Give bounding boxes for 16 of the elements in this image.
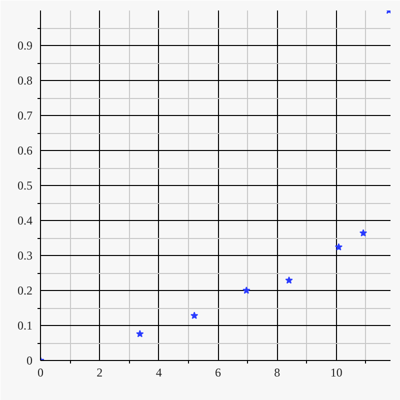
y-tick-label: 0 [26,354,32,368]
y-tick-label: 0.5 [18,178,32,192]
y-tick-label: 0.4 [18,214,32,228]
x-tick-label: 10 [330,366,342,380]
x-tick-label: 8 [274,366,280,380]
y-tick-label: 0.2 [18,284,32,298]
y-tick-label: 0.3 [18,248,32,262]
x-tick-label: 4 [156,366,162,380]
y-tick-label: 0.6 [18,144,32,158]
y-tick-label: 0.1 [18,318,32,332]
y-tick-label: 0.7 [18,108,32,122]
x-tick-label: 2 [96,366,103,380]
y-tick-label: 0.8 [18,74,32,88]
x-tick-label: 0 [38,366,44,380]
y-tick-label: 0.9 [18,38,32,52]
x-tick-label: 6 [215,366,222,380]
